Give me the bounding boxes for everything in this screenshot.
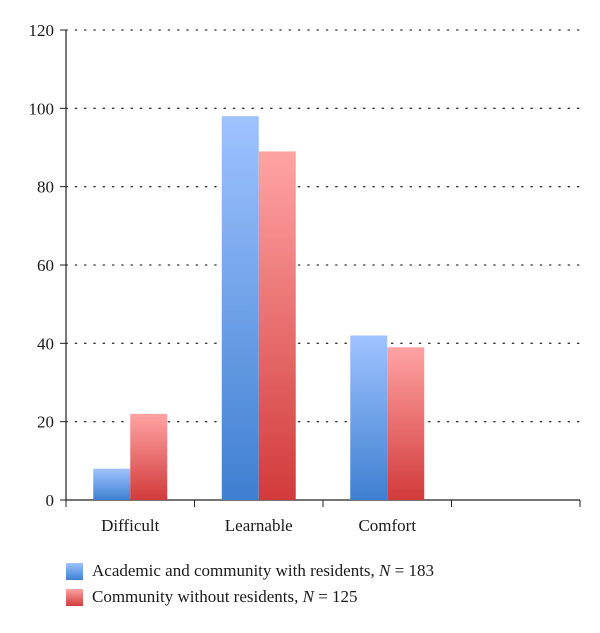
- legend-item-series-1: Academic and community with residents, N…: [66, 558, 434, 584]
- legend-swatch-blue: [66, 562, 83, 580]
- legend-label-series-1: Academic and community with residents, N…: [92, 561, 434, 580]
- y-tick-label: 80: [37, 178, 54, 197]
- y-tick-label: 40: [37, 334, 54, 353]
- x-category-label: Comfort: [358, 516, 416, 535]
- y-tick-label: 100: [29, 99, 55, 118]
- bars: [93, 116, 425, 501]
- bar-community-learnable: [258, 151, 296, 500]
- bar-academic-comfort: [350, 335, 388, 500]
- bar-academic-difficult: [93, 468, 131, 500]
- bar-community-difficult: [130, 413, 168, 500]
- y-tick-label: 60: [37, 256, 54, 275]
- gridlines: [65, 29, 581, 423]
- bar-chart: 0 20 40 60 80 100 120 Difficult Learnable Comfort: [29, 21, 581, 535]
- legend-item-series-2: Community without residents, N = 125: [66, 584, 434, 610]
- y-tick-label: 20: [37, 413, 54, 432]
- legend-label-series-2: Community without residents, N = 125: [92, 587, 358, 606]
- bar-academic-learnable: [221, 116, 259, 501]
- y-tick-label: 0: [46, 491, 55, 510]
- x-category-label: Difficult: [101, 516, 160, 535]
- labels: 0 20 40 60 80 100 120 Difficult Learnable Comfort: [29, 21, 417, 535]
- x-category-label: Learnable: [225, 516, 293, 535]
- y-tick-label: 120: [29, 21, 55, 40]
- bar-community-comfort: [387, 347, 425, 500]
- legend: Academic and community with residents, N…: [66, 558, 434, 610]
- legend-swatch-red: [66, 588, 83, 606]
